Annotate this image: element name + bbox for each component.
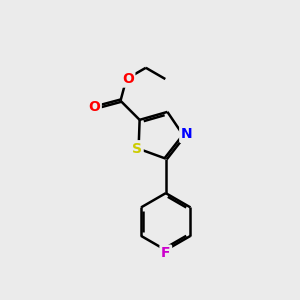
Text: O: O <box>88 100 100 114</box>
Text: N: N <box>181 128 192 141</box>
Text: O: O <box>122 72 134 86</box>
Text: F: F <box>161 246 170 260</box>
Text: S: S <box>132 142 142 156</box>
